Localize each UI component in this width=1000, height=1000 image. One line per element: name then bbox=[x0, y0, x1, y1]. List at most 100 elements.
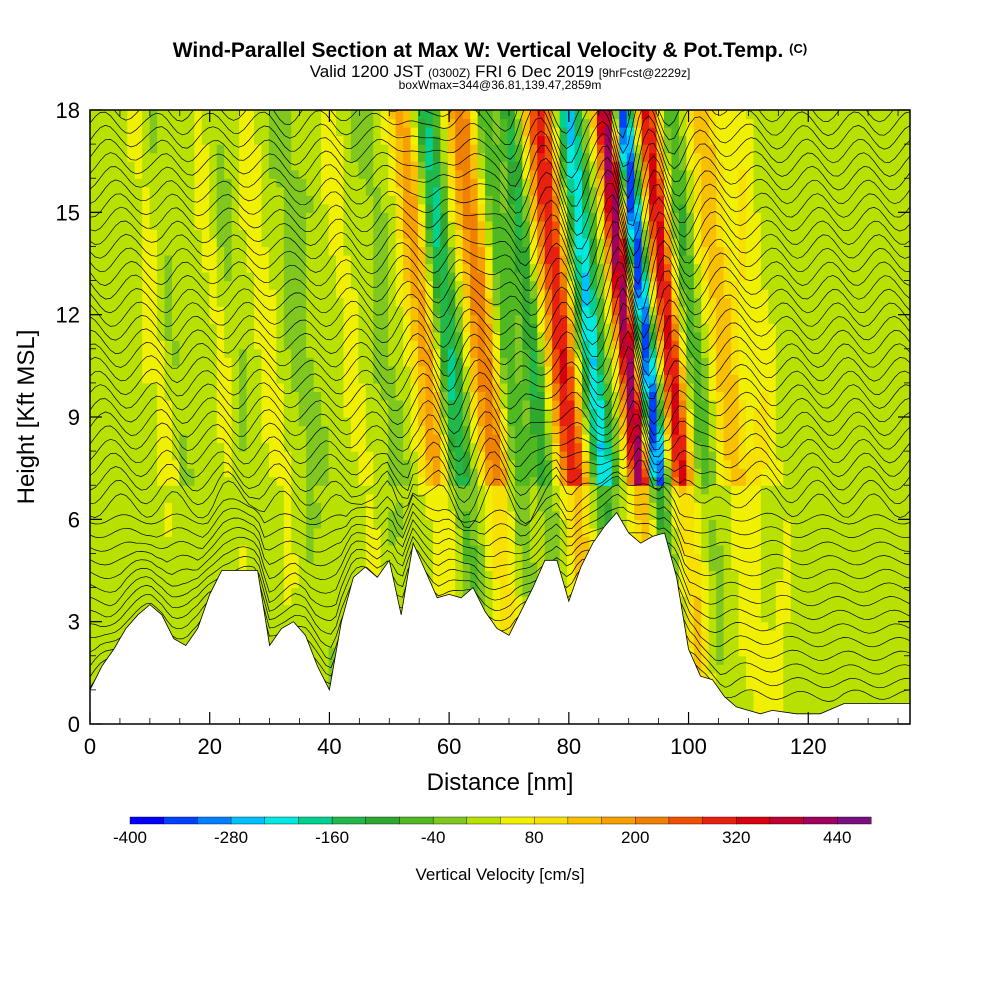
velocity-cell bbox=[522, 553, 531, 563]
velocity-cell bbox=[470, 417, 479, 427]
velocity-cell bbox=[559, 220, 568, 230]
velocity-cell bbox=[149, 374, 158, 384]
velocity-cell bbox=[283, 476, 292, 486]
velocity-cell bbox=[104, 399, 113, 410]
velocity-cell bbox=[500, 561, 509, 572]
velocity-cell bbox=[507, 135, 516, 145]
velocity-cell bbox=[410, 237, 419, 248]
velocity-cell bbox=[425, 306, 434, 316]
velocity-cell bbox=[552, 203, 561, 213]
velocity-cell bbox=[395, 493, 404, 503]
velocity-cell bbox=[410, 331, 419, 341]
velocity-cell bbox=[589, 280, 598, 290]
velocity-cell bbox=[552, 297, 561, 307]
velocity-cell bbox=[254, 289, 263, 299]
velocity-cell bbox=[455, 579, 464, 589]
velocity-cell bbox=[529, 527, 538, 537]
velocity-cell bbox=[395, 161, 404, 171]
velocity-cell bbox=[179, 638, 188, 648]
velocity-cell bbox=[194, 579, 203, 589]
velocity-cell bbox=[201, 306, 210, 316]
velocity-cell bbox=[380, 118, 389, 128]
velocity-cell bbox=[134, 579, 143, 589]
velocity-cell bbox=[149, 527, 158, 537]
velocity-cell bbox=[224, 314, 233, 324]
velocity-cell bbox=[172, 561, 181, 572]
velocity-cell bbox=[485, 314, 494, 324]
velocity-cell bbox=[142, 561, 151, 572]
velocity-cell bbox=[321, 493, 330, 503]
velocity-cell bbox=[410, 297, 419, 307]
velocity-cell bbox=[447, 340, 456, 350]
velocity-cell bbox=[492, 613, 501, 623]
velocity-cell bbox=[149, 544, 158, 555]
velocity-cell bbox=[522, 425, 531, 435]
velocity-cell bbox=[425, 485, 434, 495]
velocity-cell bbox=[283, 417, 292, 427]
velocity-cell bbox=[119, 502, 128, 512]
velocity-cell bbox=[418, 161, 427, 171]
velocity-cell bbox=[485, 485, 494, 495]
velocity-cell bbox=[559, 544, 568, 555]
velocity-cell bbox=[112, 417, 121, 427]
velocity-cell bbox=[119, 280, 128, 290]
velocity-cell bbox=[455, 161, 464, 171]
velocity-cell bbox=[104, 468, 113, 478]
velocity-cell bbox=[529, 408, 538, 418]
velocity-cell bbox=[112, 212, 121, 222]
velocity-cell bbox=[321, 314, 330, 324]
velocity-cell bbox=[336, 340, 345, 350]
velocity-cell bbox=[172, 263, 181, 273]
velocity-cell bbox=[157, 254, 166, 265]
velocity-cell bbox=[112, 502, 121, 512]
velocity-cell bbox=[179, 459, 188, 469]
velocity-cell bbox=[358, 110, 367, 120]
velocity-cell bbox=[440, 161, 449, 171]
velocity-cell bbox=[582, 203, 591, 213]
velocity-cell bbox=[119, 613, 128, 623]
velocity-cell bbox=[432, 579, 441, 589]
velocity-cell bbox=[112, 553, 121, 563]
velocity-cell bbox=[492, 425, 501, 435]
velocity-cell bbox=[589, 417, 598, 427]
velocity-cell bbox=[395, 314, 404, 324]
velocity-cell bbox=[90, 596, 99, 606]
velocity-cell bbox=[395, 459, 404, 469]
velocity-cell bbox=[276, 502, 285, 512]
velocity-cell bbox=[470, 399, 479, 410]
velocity-cell bbox=[164, 203, 173, 213]
velocity-cell bbox=[97, 468, 106, 478]
velocity-cell bbox=[276, 382, 285, 393]
velocity-cell bbox=[246, 553, 255, 563]
velocity-cell bbox=[470, 297, 479, 307]
velocity-cell bbox=[447, 485, 456, 495]
velocity-cell bbox=[470, 169, 479, 179]
velocity-cell bbox=[157, 365, 166, 375]
velocity-cell bbox=[283, 203, 292, 213]
velocity-cell bbox=[537, 357, 546, 367]
velocity-cell bbox=[298, 510, 307, 520]
velocity-cell bbox=[380, 442, 389, 452]
velocity-cell bbox=[567, 527, 576, 537]
velocity-cell bbox=[567, 510, 576, 520]
velocity-cell bbox=[134, 459, 143, 469]
velocity-cell bbox=[134, 135, 143, 145]
velocity-cell bbox=[216, 476, 225, 486]
velocity-cell bbox=[261, 604, 270, 614]
velocity-cell bbox=[328, 561, 337, 572]
velocity-cell bbox=[298, 314, 307, 324]
velocity-cell bbox=[403, 408, 412, 418]
velocity-cell bbox=[246, 212, 255, 222]
velocity-cell bbox=[127, 340, 136, 350]
velocity-cell bbox=[157, 544, 166, 555]
velocity-cell bbox=[589, 502, 598, 512]
velocity-cell bbox=[418, 425, 427, 435]
velocity-cell bbox=[582, 451, 591, 461]
velocity-cell bbox=[425, 391, 434, 401]
velocity-cell bbox=[261, 510, 270, 520]
velocity-cell bbox=[365, 493, 374, 503]
velocity-cell bbox=[261, 391, 270, 401]
velocity-cell bbox=[254, 331, 263, 341]
velocity-cell bbox=[455, 451, 464, 461]
velocity-cell bbox=[514, 314, 523, 324]
